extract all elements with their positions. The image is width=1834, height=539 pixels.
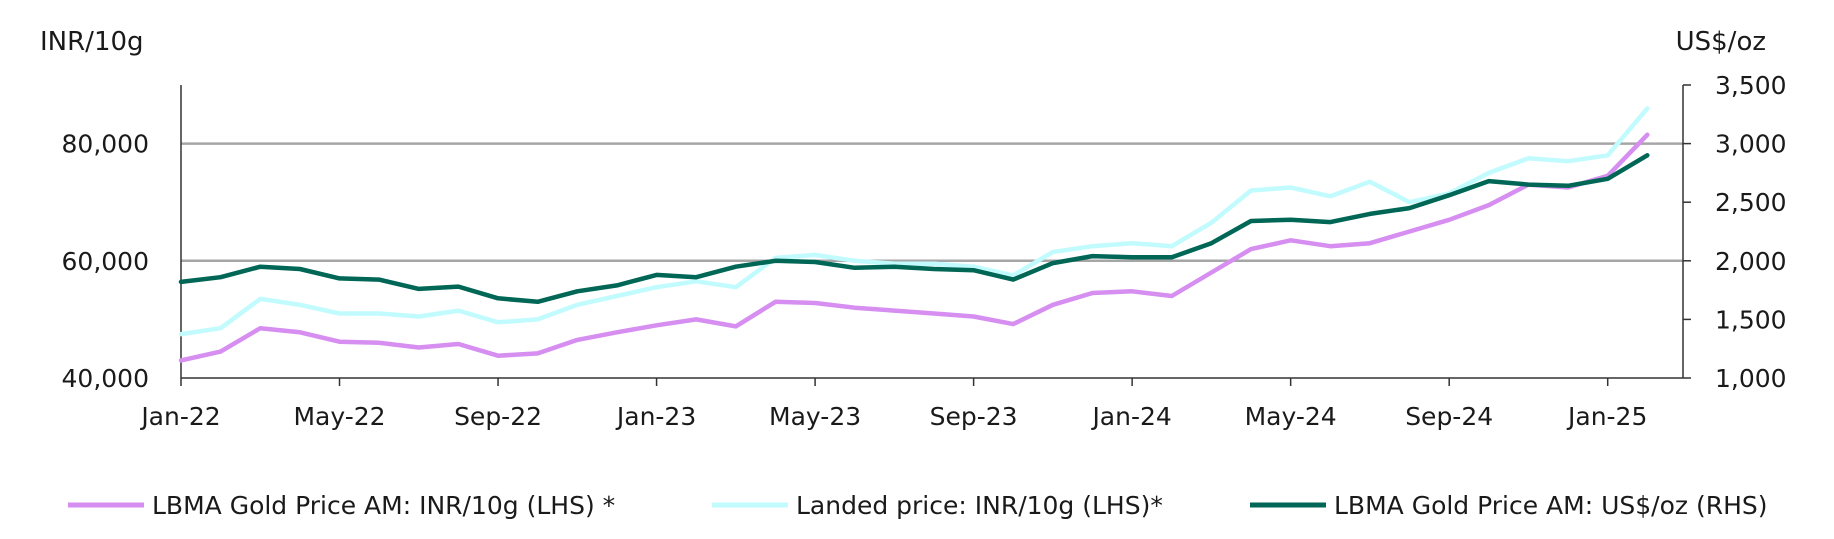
- x-tick-label: Sep-22: [454, 402, 542, 431]
- x-tick-label: Jan-23: [615, 402, 696, 431]
- x-tick-label: May-24: [1245, 402, 1337, 431]
- left-tick-label: 80,000: [62, 130, 149, 159]
- right-tick-label: 1,000: [1715, 364, 1787, 393]
- x-tick-label: Sep-23: [930, 402, 1018, 431]
- x-tick-label: May-22: [293, 402, 385, 431]
- x-tick-label: Jan-24: [1090, 402, 1171, 431]
- x-tick-label: May-23: [769, 402, 861, 431]
- legend-label-lbma_usd: LBMA Gold Price AM: US$/oz (RHS): [1334, 491, 1768, 520]
- right-tick-label: 2,500: [1715, 188, 1787, 217]
- x-tick-label: Sep-24: [1405, 402, 1493, 431]
- series-line-landed: [178, 106, 1650, 337]
- series-line-lbma_inr: [178, 132, 1650, 363]
- right-tick-label: 3,000: [1715, 130, 1787, 159]
- right-tick-label: 3,500: [1715, 71, 1787, 100]
- series-line-lbma_usd: [178, 153, 1650, 305]
- x-tick-label: Jan-22: [139, 402, 220, 431]
- left-tick-label: 40,000: [62, 364, 149, 393]
- legend-label-lbma_inr: LBMA Gold Price AM: INR/10g (LHS) *: [152, 491, 615, 520]
- legend: LBMA Gold Price AM: INR/10g (LHS) * Lande…: [68, 491, 1768, 520]
- left-axis-label: INR/10g: [40, 27, 144, 57]
- right-tick-label: 2,000: [1715, 247, 1787, 276]
- right-tick-label: 1,500: [1715, 305, 1787, 334]
- series-layer: [178, 106, 1650, 363]
- axes-layer: INR/10g US$/oz 40,000 60,000 80,000 1,000 1,…: [40, 27, 1787, 431]
- left-tick-label: 60,000: [62, 247, 149, 276]
- legend-label-landed: Landed price: INR/10g (LHS)*: [796, 491, 1163, 520]
- right-axis-label: US$/oz: [1676, 27, 1766, 57]
- grid-layer: [181, 142, 1683, 263]
- x-tick-label: Jan-25: [1566, 402, 1647, 431]
